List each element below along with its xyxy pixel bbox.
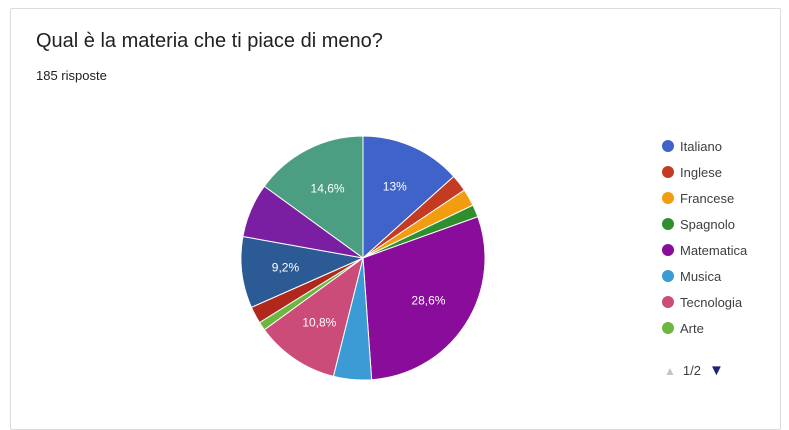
- legend-item-francese[interactable]: Francese: [662, 185, 747, 211]
- chart-legend: Italiano Inglese Francese Spagnolo Matem…: [662, 133, 747, 341]
- legend-item-matematica[interactable]: Matematica: [662, 237, 747, 263]
- legend-label: Tecnologia: [680, 295, 742, 310]
- legend-swatch: [662, 270, 674, 282]
- legend-label: Matematica: [680, 243, 747, 258]
- pie-chart: 13% 28,6% 10,8% 9,2% 14,6%: [230, 125, 496, 391]
- legend-label: Musica: [680, 269, 721, 284]
- legend-swatch: [662, 296, 674, 308]
- slice-data-label: 13%: [383, 180, 407, 194]
- legend-label: Arte: [680, 321, 704, 336]
- legend-label: Spagnolo: [680, 217, 735, 232]
- response-count: 185 risposte: [36, 68, 107, 83]
- legend-swatch: [662, 322, 674, 334]
- slice-data-label: 10,8%: [302, 316, 336, 330]
- legend-item-musica[interactable]: Musica: [662, 263, 747, 289]
- legend-swatch: [662, 192, 674, 204]
- slice-data-label: 9,2%: [272, 260, 300, 274]
- legend-item-spagnolo[interactable]: Spagnolo: [662, 211, 747, 237]
- page-indicator: 1/2: [683, 363, 701, 378]
- legend-swatch: [662, 166, 674, 178]
- legend-item-tecnologia[interactable]: Tecnologia: [662, 289, 747, 315]
- legend-label: Inglese: [680, 165, 722, 180]
- legend-item-inglese[interactable]: Inglese: [662, 159, 747, 185]
- slice-data-label: 28,6%: [411, 294, 445, 308]
- legend-label: Francese: [680, 191, 734, 206]
- question-title: Qual è la materia che ti piace di meno?: [36, 30, 383, 53]
- legend-item-italiano[interactable]: Italiano: [662, 133, 747, 159]
- page-up-icon[interactable]: ▲: [664, 364, 676, 378]
- legend-item-arte[interactable]: Arte: [662, 315, 747, 341]
- legend-pager: ▲ 1/2 ▼: [664, 362, 724, 379]
- page-down-icon[interactable]: ▼: [709, 362, 724, 379]
- legend-swatch: [662, 218, 674, 230]
- slice-data-label: 14,6%: [311, 181, 345, 195]
- legend-label: Italiano: [680, 139, 722, 154]
- legend-swatch: [662, 244, 674, 256]
- legend-swatch: [662, 140, 674, 152]
